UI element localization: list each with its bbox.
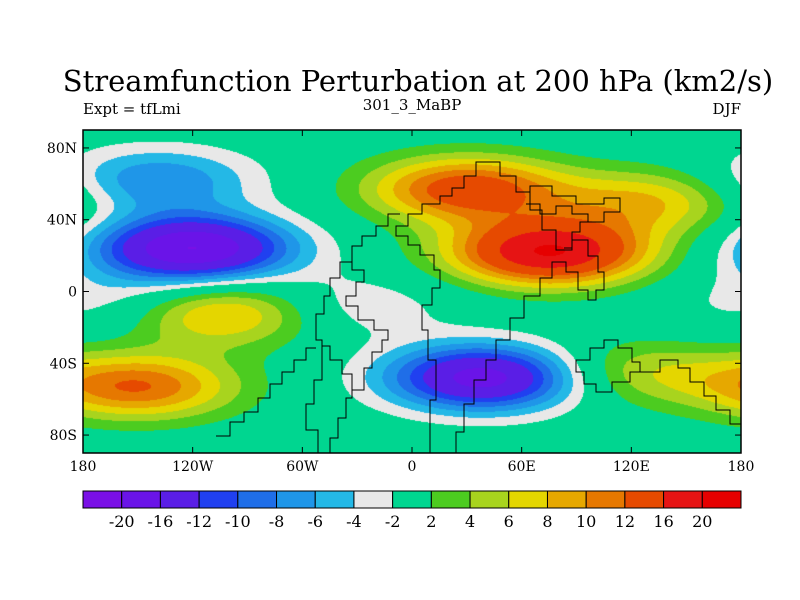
colorbar-swatch	[353, 490, 394, 509]
colorbar-label: -2	[385, 512, 401, 531]
colorbar-swatch	[663, 490, 703, 509]
colorbar-label: -4	[346, 512, 362, 531]
colorbar-label: 2	[426, 512, 436, 531]
colorbar-swatch	[624, 490, 665, 509]
x-tick-label: 180	[70, 459, 97, 475]
y-tick-label: 80S	[50, 428, 77, 444]
y-axis: 80N 40N 0 40S 80S	[47, 141, 741, 444]
colorbar-swatch	[314, 490, 355, 509]
coastline-east-pacific	[640, 359, 741, 425]
case-label: 301_3_MaBP	[363, 96, 462, 114]
colorbar-label: -20	[109, 512, 135, 531]
colorbar-label: -8	[269, 512, 285, 531]
coastline-southern	[216, 347, 316, 437]
colorbar-swatch	[546, 490, 587, 509]
coastline-east-asia-coast	[564, 221, 592, 249]
colorbar-label: 12	[615, 512, 635, 531]
colorbar-swatch	[121, 490, 161, 509]
x-tick-label: 60W	[286, 459, 319, 475]
coastline-americas	[315, 213, 400, 391]
coastline-south-america	[305, 346, 353, 453]
colorbar-label: 8	[542, 512, 552, 531]
colorbar-label: -16	[148, 512, 174, 531]
y-tick-label: 40N	[47, 213, 77, 229]
colorbar-label: -12	[186, 512, 212, 531]
colorbar-swatch	[82, 490, 123, 509]
coastlines	[216, 161, 741, 453]
colorbar-swatch	[237, 490, 278, 509]
chart-title: Streamfunction Perturbation at 200 hPa (…	[63, 64, 773, 98]
colorbar-label: -10	[225, 512, 251, 531]
colorbar-swatch	[276, 490, 316, 509]
colorbar-swatch	[198, 490, 239, 509]
colorbar-label: 16	[653, 512, 673, 531]
streamfunction-field	[83, 130, 741, 453]
x-tick-label: 120E	[613, 459, 650, 475]
colorbar-swatch	[469, 490, 510, 509]
y-tick-label: 40S	[50, 356, 77, 372]
colorbar-label: 20	[692, 512, 712, 531]
colorbar-swatch	[508, 490, 548, 509]
x-tick-label: 0	[408, 459, 417, 475]
colorbar-swatch	[159, 490, 200, 509]
experiment-label: Expt = tfLmi	[83, 100, 181, 118]
colorbar-label: 4	[465, 512, 475, 531]
coastline-australia	[575, 339, 641, 393]
colorbar: -20 -16 -12 -10 -8 -6 -4 -2 2 4 6 8 10 12 16 20	[82, 490, 742, 531]
x-tick-label: 180	[728, 459, 755, 475]
coastline-africa-eurasia	[395, 161, 605, 453]
map-plot-area	[82, 129, 742, 454]
x-tick-label: 60E	[508, 459, 536, 475]
x-tick-label: 120W	[172, 459, 214, 475]
coastline-asia-north	[516, 185, 621, 223]
x-axis: 180 120W 60W 0 60E 120E 180	[70, 130, 755, 475]
colorbar-swatch	[585, 490, 626, 509]
season-label: DJF	[713, 100, 741, 118]
colorbar-label: 6	[504, 512, 514, 531]
colorbar-swatch	[430, 490, 471, 509]
y-tick-label: 0	[68, 285, 77, 301]
colorbar-swatch	[392, 490, 432, 509]
colorbar-label: 10	[576, 512, 596, 531]
y-tick-label: 80N	[47, 141, 77, 157]
colorbar-label: -6	[307, 512, 323, 531]
colorbar-swatch	[701, 490, 742, 509]
